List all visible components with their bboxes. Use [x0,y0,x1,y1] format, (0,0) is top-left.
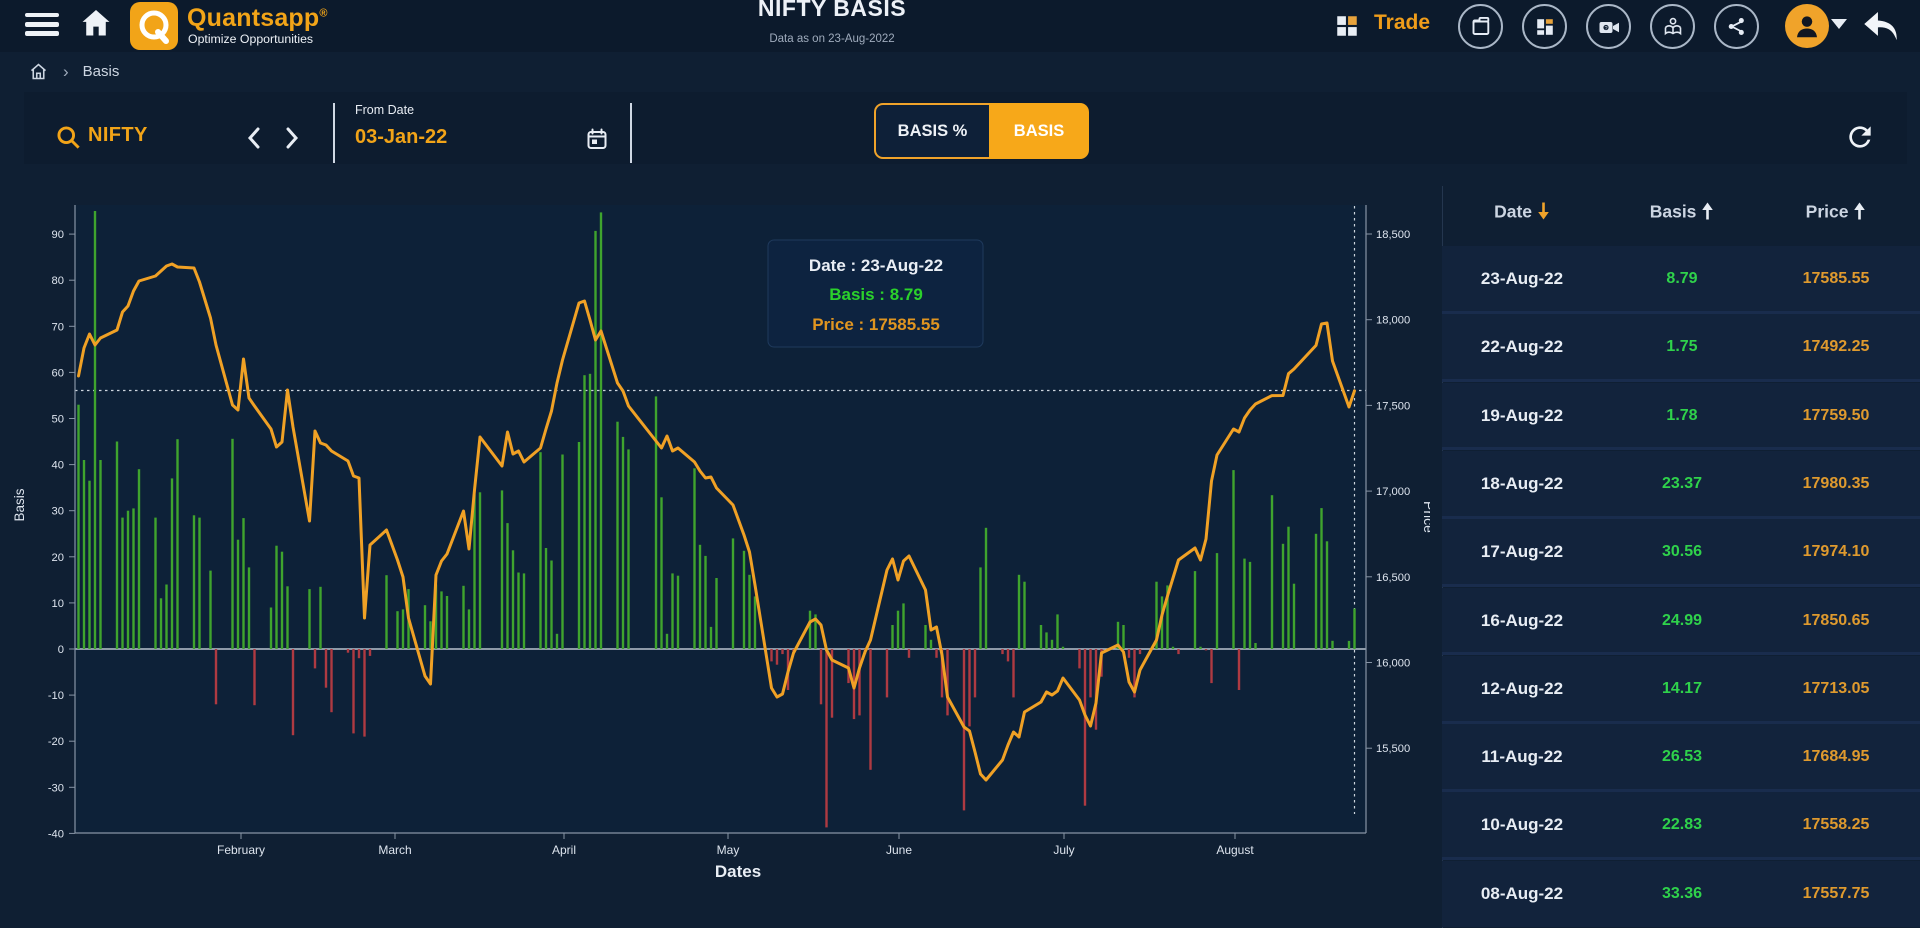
svg-text:30: 30 [52,506,64,518]
svg-text:Basis : 8.79: Basis : 8.79 [829,285,923,304]
svg-text:90: 90 [52,229,64,241]
svg-text:16,500: 16,500 [1376,572,1410,584]
svg-text:10: 10 [52,598,64,610]
svg-text:0: 0 [58,644,64,656]
svg-text:Basis: Basis [12,488,27,521]
svg-text:-10: -10 [48,690,64,702]
svg-text:80: 80 [52,275,64,287]
svg-text:July: July [1053,843,1074,857]
svg-text:60: 60 [52,367,64,379]
svg-text:17,000: 17,000 [1376,486,1410,498]
svg-text:?: ? [1604,26,1607,32]
svg-text:Date : 23-Aug-22: Date : 23-Aug-22 [809,256,943,275]
svg-text:February: February [217,843,265,857]
svg-text:-20: -20 [48,736,64,748]
svg-text:March: March [378,843,411,857]
svg-text:August: August [1216,843,1254,857]
svg-text:Dates: Dates [715,862,761,881]
svg-text:16,000: 16,000 [1376,658,1410,670]
svg-text:June: June [886,843,912,857]
svg-text:20: 20 [52,552,64,564]
svg-text:15,500: 15,500 [1376,743,1410,755]
svg-text:-30: -30 [48,782,64,794]
svg-text:May: May [717,843,740,857]
svg-text:40: 40 [52,460,64,472]
svg-text:Price : 17585.55: Price : 17585.55 [812,315,940,334]
svg-text:-40: -40 [48,828,64,840]
svg-text:18,000: 18,000 [1376,315,1410,327]
svg-text:70: 70 [52,321,64,333]
svg-text:18,500: 18,500 [1376,229,1410,241]
svg-text:17,500: 17,500 [1376,400,1410,412]
svg-text:Price: Price [1421,501,1430,533]
svg-text:April: April [552,843,576,857]
svg-text:50: 50 [52,414,64,426]
